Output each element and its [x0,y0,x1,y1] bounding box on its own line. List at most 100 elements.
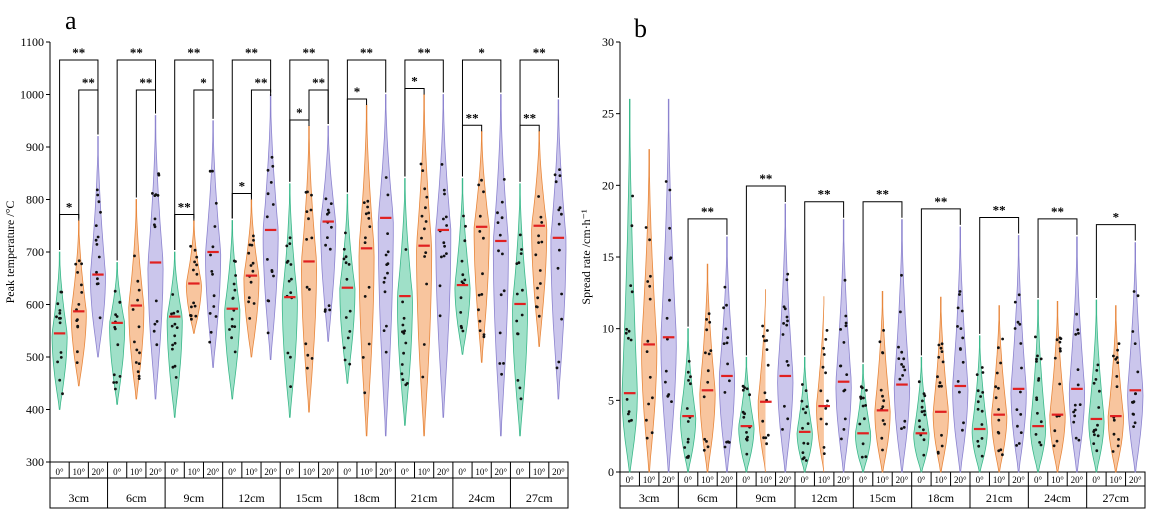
data-point [1013,300,1017,304]
category-table [49,461,569,509]
data-point [445,224,448,227]
data-point [726,336,730,339]
data-point [519,252,523,256]
data-point [761,419,765,423]
data-point [231,296,235,300]
data-point [133,254,136,258]
data-point [786,319,789,323]
data-point [113,289,117,293]
data-point [152,329,156,333]
data-point [766,433,770,437]
data-point [783,307,787,311]
data-point [1039,420,1043,424]
data-point [625,398,629,401]
angle-label: 20° [264,467,277,477]
data-point [75,361,79,364]
data-point [959,348,962,351]
data-point [865,388,868,392]
data-point [535,305,539,309]
data-point [1016,424,1019,428]
significance-bracket [308,89,329,124]
y-axis-label: Peak temperature /°C [3,201,17,304]
data-point [555,366,559,370]
data-point [745,431,748,434]
data-point [1038,441,1041,444]
significance-label: ** [312,75,325,90]
data-point [189,244,193,248]
data-point [118,375,122,378]
data-point [839,364,843,368]
data-point [98,316,102,320]
chart-a: 300 400 500 600 700 800 900 1000 1100 Peak temper… [3,35,569,509]
violin-a-18cm-10° [358,104,375,437]
data-point [442,217,445,221]
data-point [138,351,141,355]
data-point [1036,354,1039,358]
data-point [537,234,540,238]
data-point [171,293,175,296]
data-point [405,382,409,385]
significance-label: ** [934,194,947,209]
significance-label: ** [876,187,889,202]
data-point [366,205,369,209]
category-label: 12cm [238,491,265,505]
data-point [664,380,667,384]
data-point [247,251,251,255]
data-point [539,215,543,219]
data-point [1132,290,1136,293]
data-point [880,436,884,440]
data-point [367,342,371,346]
data-point [58,378,62,382]
significance-bracket [250,89,272,198]
data-point [861,386,864,390]
data-point [705,318,708,321]
data-point [980,437,984,440]
violin-b-18cm-0° [913,356,930,473]
data-point [97,255,101,259]
data-point [882,399,886,403]
angle-label: 0° [626,475,635,485]
data-point [327,304,331,307]
data-point [1073,414,1077,418]
data-point [1114,357,1118,361]
data-point [233,350,237,354]
angle-label: 0° [228,467,237,477]
angle-label: 10° [935,475,948,485]
data-point [702,395,706,399]
violin-b-27cm-10° [1107,305,1125,473]
data-point [722,306,725,310]
data-point [80,262,83,266]
data-point [939,346,943,350]
significance-bracket [174,59,214,250]
data-point [266,258,269,261]
data-point [327,211,331,214]
data-point [706,380,710,384]
data-point [824,338,828,341]
data-point [1094,428,1098,432]
data-point [173,364,177,368]
data-point [560,212,563,216]
data-point [725,341,729,345]
data-point [269,181,273,184]
y-tick-label: 15 [602,250,614,264]
data-point [923,394,927,398]
data-point [309,208,313,212]
data-point [363,391,367,395]
data-point [248,317,252,320]
data-point [59,290,63,294]
data-point [1112,418,1116,422]
data-point [425,195,429,199]
data-point [500,200,504,204]
data-point [1098,389,1101,393]
data-point [518,233,522,237]
data-point [94,224,98,228]
data-point [464,224,467,228]
violin-a-15cm-20° [320,125,337,342]
significance-label: * [296,105,303,120]
data-point [1076,328,1080,332]
data-point [863,417,866,421]
data-point [208,169,212,173]
y-tick-label: 600 [26,298,44,312]
data-point [683,446,687,449]
data-point [764,436,768,440]
